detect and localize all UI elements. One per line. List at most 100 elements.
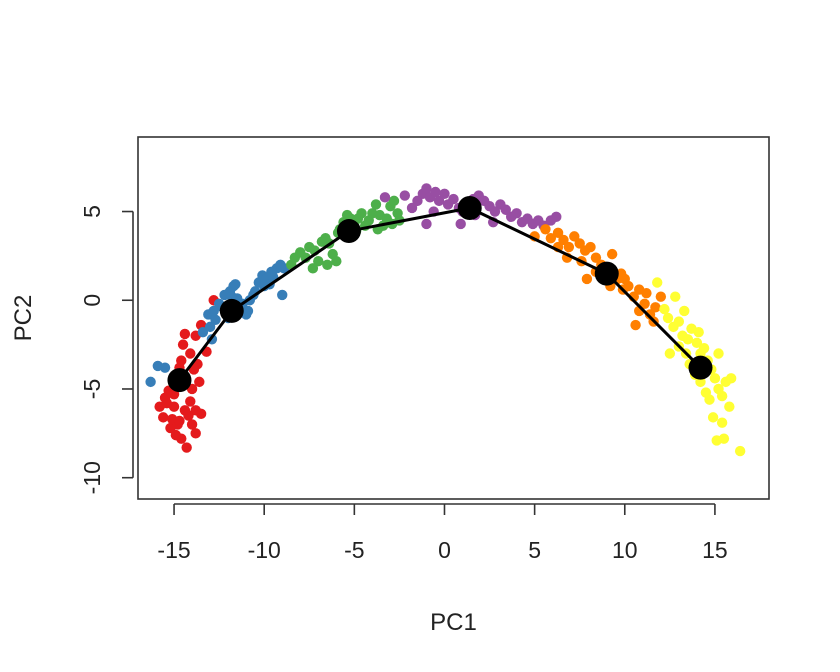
data-point bbox=[388, 195, 400, 207]
data-point bbox=[734, 445, 746, 457]
x-tick-label: 0 bbox=[438, 537, 451, 563]
data-point bbox=[430, 186, 441, 198]
data-point bbox=[439, 188, 450, 199]
data-point bbox=[331, 256, 342, 267]
data-point bbox=[574, 238, 585, 249]
data-point bbox=[194, 376, 205, 388]
data-point bbox=[179, 328, 191, 340]
data-point bbox=[724, 401, 735, 412]
data-point bbox=[511, 208, 522, 219]
y-tick-label: 0 bbox=[79, 294, 105, 307]
x-tick-label: -5 bbox=[344, 537, 364, 563]
data-point bbox=[558, 234, 569, 246]
data-point bbox=[159, 362, 171, 373]
data-point bbox=[448, 193, 459, 205]
data-point bbox=[370, 199, 382, 210]
data-point bbox=[581, 273, 593, 285]
data-point bbox=[161, 397, 173, 409]
data-point bbox=[673, 316, 685, 327]
data-point bbox=[551, 211, 562, 223]
data-point bbox=[266, 266, 277, 278]
data-point bbox=[489, 206, 501, 217]
data-point bbox=[630, 319, 641, 331]
data-point bbox=[242, 305, 254, 317]
data-point bbox=[563, 241, 575, 253]
curve-node bbox=[688, 355, 713, 380]
data-point bbox=[307, 263, 319, 274]
data-point bbox=[707, 412, 719, 423]
curve-node bbox=[167, 368, 192, 393]
data-point bbox=[412, 195, 423, 207]
principal-curve bbox=[167, 195, 713, 393]
curve-node bbox=[594, 261, 619, 286]
data-point bbox=[277, 289, 288, 301]
data-points bbox=[145, 183, 746, 457]
data-point bbox=[170, 429, 182, 441]
data-point bbox=[313, 256, 324, 267]
data-point bbox=[177, 339, 189, 350]
data-point bbox=[641, 287, 652, 299]
data-point bbox=[590, 252, 602, 263]
data-point bbox=[185, 396, 196, 407]
data-point bbox=[540, 224, 551, 235]
data-point bbox=[698, 342, 710, 354]
data-point bbox=[700, 387, 712, 398]
y-tick-label: -10 bbox=[79, 461, 105, 494]
data-point bbox=[179, 405, 191, 416]
data-point bbox=[639, 298, 650, 310]
data-point bbox=[552, 227, 564, 239]
x-tick-label: 15 bbox=[702, 537, 728, 563]
data-point bbox=[421, 183, 432, 194]
data-point bbox=[176, 355, 187, 366]
curve-line bbox=[178, 206, 702, 382]
y-axis: -10 -5 0 5 bbox=[79, 205, 134, 494]
data-point bbox=[158, 412, 169, 423]
data-point bbox=[145, 376, 156, 388]
data-point bbox=[500, 204, 511, 215]
data-point bbox=[655, 291, 667, 302]
data-point bbox=[197, 326, 209, 338]
data-point bbox=[716, 417, 728, 428]
data-point bbox=[186, 419, 198, 430]
curve-node bbox=[336, 219, 361, 244]
data-point bbox=[606, 248, 618, 260]
data-point bbox=[190, 428, 201, 439]
data-point bbox=[174, 415, 185, 427]
data-point bbox=[662, 312, 674, 324]
curve-node bbox=[219, 298, 244, 323]
data-point bbox=[230, 279, 241, 290]
data-point bbox=[399, 190, 411, 201]
data-point bbox=[356, 208, 367, 219]
curve-node bbox=[457, 195, 482, 220]
data-point bbox=[322, 259, 333, 270]
data-point bbox=[652, 277, 663, 288]
data-point bbox=[545, 232, 557, 244]
data-point bbox=[670, 291, 681, 302]
data-point bbox=[650, 302, 661, 313]
y-axis-label: PC2 bbox=[10, 295, 37, 342]
data-point bbox=[585, 241, 596, 253]
data-point bbox=[664, 348, 676, 359]
data-point bbox=[716, 390, 728, 402]
x-tick-label: -15 bbox=[157, 537, 190, 563]
x-tick-label: 10 bbox=[612, 537, 638, 563]
data-point bbox=[379, 192, 391, 203]
data-point bbox=[204, 321, 216, 333]
data-point bbox=[709, 373, 721, 384]
data-point bbox=[679, 305, 690, 317]
data-point bbox=[691, 337, 703, 349]
y-tick-label: -5 bbox=[79, 379, 105, 399]
data-point bbox=[421, 218, 432, 230]
data-point bbox=[455, 218, 466, 230]
y-tick-label: 5 bbox=[79, 205, 105, 218]
data-point bbox=[682, 334, 694, 345]
data-point bbox=[725, 373, 737, 384]
data-point bbox=[659, 303, 670, 315]
x-tick-label: 5 bbox=[528, 537, 541, 563]
x-axis: -15 -10 -5 0 5 10 15 bbox=[157, 503, 728, 563]
data-point bbox=[433, 195, 445, 207]
x-axis-label: PC1 bbox=[430, 609, 477, 636]
data-point bbox=[615, 268, 627, 279]
